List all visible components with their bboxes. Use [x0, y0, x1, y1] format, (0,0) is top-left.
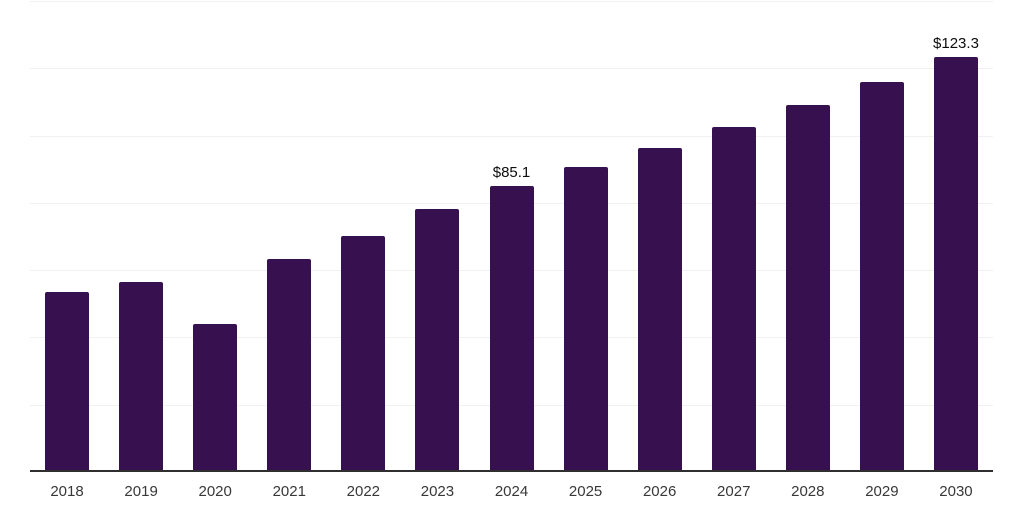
bar-cell-2023 [400, 0, 474, 472]
bar-2027 [711, 127, 756, 472]
x-tick-2018: 2018 [50, 483, 84, 500]
x-axis-labels: 2018 2019 2020 2021 2022 2023 2024 2025 2026 2027… [30, 474, 993, 512]
bar-2029 [859, 81, 904, 472]
bars-row: $85.1 $123.3 [30, 0, 993, 472]
bar-cell-2022 [326, 0, 400, 472]
bar-cell-2018 [30, 0, 104, 472]
bar-cell-2027 [697, 0, 771, 472]
gridline-120 [30, 68, 993, 70]
x-tick-2024: 2024 [494, 483, 529, 500]
bar-cell-2021 [252, 0, 326, 472]
x-tick-2027: 2027 [717, 483, 751, 500]
bar-cell-2026 [623, 0, 697, 472]
bar-2028 [785, 105, 830, 472]
x-tick-2021: 2021 [272, 483, 306, 500]
x-tick-2026: 2026 [642, 483, 677, 500]
x-tick-2020: 2020 [198, 483, 232, 500]
bar-cell-2028 [771, 0, 845, 472]
x-tick-2030: 2030 [939, 483, 973, 500]
bar-cell-2025 [549, 0, 623, 472]
bar-2022 [341, 236, 386, 472]
x-tick-2023: 2023 [420, 483, 455, 500]
bar-2018 [45, 292, 90, 472]
bar-cell-2019 [104, 0, 178, 472]
bar-2021 [267, 258, 312, 472]
value-label-2024: $85.1 [492, 163, 531, 181]
x-tick-2025: 2025 [568, 483, 603, 500]
x-tick-2019: 2019 [124, 483, 158, 500]
bar-2025 [563, 167, 608, 472]
x-axis-line [30, 470, 993, 472]
x-tick-2022: 2022 [346, 483, 381, 500]
plot-area: $85.1 $123.3 [30, 0, 993, 472]
bar-2030 [933, 57, 978, 472]
bar-cell-2029 [845, 0, 919, 472]
gridline-140 [30, 0, 993, 2]
bar-cell-2024: $85.1 [474, 0, 548, 472]
bar-2023 [415, 208, 460, 472]
value-label-2030: $123.3 [933, 35, 979, 52]
bar-2026 [637, 147, 682, 472]
x-tick-2028: 2028 [791, 483, 825, 500]
bar-2024 [489, 185, 534, 472]
bar-2020 [193, 323, 238, 472]
gridline-100 [30, 135, 993, 137]
bar-2019 [119, 281, 164, 472]
x-tick-2029: 2029 [865, 483, 899, 500]
bar-cell-2020 [178, 0, 252, 472]
bar-cell-2030: $123.3 [919, 0, 993, 472]
